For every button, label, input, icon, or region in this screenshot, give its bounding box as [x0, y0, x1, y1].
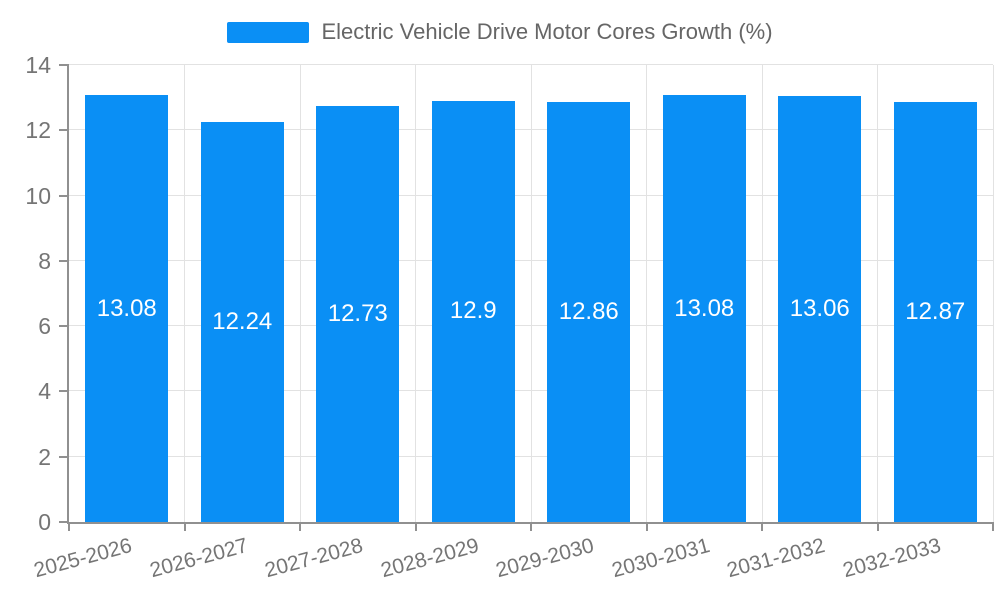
- y-axis-tick-label: 6: [38, 313, 51, 340]
- x-tick-mark: [183, 522, 186, 531]
- y-tick-mark: [59, 390, 69, 393]
- bar-value-label: 13.08: [674, 294, 735, 322]
- bar-2031-2032[interactable]: [778, 95, 862, 522]
- y-axis-tick-label: 0: [38, 509, 51, 535]
- gridline-x: [646, 65, 647, 522]
- y-axis-tick-label: 12: [25, 117, 51, 144]
- y-tick-mark: [59, 129, 69, 132]
- gridline-x: [184, 65, 185, 522]
- legend[interactable]: Electric Vehicle Drive Motor Cores Growt…: [0, 14, 1000, 50]
- x-tick-mark: [645, 522, 648, 531]
- y-axis-tick-label: 4: [38, 378, 51, 405]
- bar-value-label: 12.24: [212, 308, 273, 336]
- x-axis-tick-label: 2027-2028: [262, 534, 366, 583]
- y-axis-tick-label: 8: [38, 247, 51, 274]
- bar-value-label: 12.87: [905, 297, 966, 325]
- x-axis-tick-label: 2032-2033: [840, 534, 944, 583]
- bar-value-label: 12.73: [327, 300, 388, 328]
- x-axis-tick-label: 2031-2032: [724, 534, 828, 583]
- x-axis-tick-label: 2028-2029: [378, 534, 482, 583]
- y-tick-mark: [59, 64, 69, 66]
- y-tick-mark: [59, 325, 69, 328]
- bar-2026-2027[interactable]: [200, 122, 284, 522]
- bar-value-label: 13.08: [96, 294, 157, 322]
- bar-2029-2030[interactable]: [547, 102, 631, 522]
- x-tick-mark: [68, 522, 70, 531]
- y-tick-mark: [59, 455, 69, 458]
- x-tick-mark: [876, 522, 879, 531]
- x-tick-mark: [530, 522, 532, 531]
- gridline-y: [69, 64, 993, 65]
- bar-2032-2033[interactable]: [893, 101, 977, 522]
- y-axis-tick-label: 2: [38, 443, 51, 470]
- x-axis-tick-label: 2030-2031: [609, 534, 713, 583]
- x-tick-mark: [414, 522, 417, 531]
- x-tick-mark: [761, 522, 763, 531]
- x-axis-tick-label: 2025-2026: [31, 534, 135, 583]
- y-tick-mark: [59, 259, 69, 262]
- gridline-x: [992, 65, 994, 522]
- bar-value-label: 12.86: [558, 298, 619, 326]
- y-axis-tick-label: 10: [25, 182, 51, 209]
- bar-2025-2026[interactable]: [85, 95, 169, 522]
- legend-swatch-icon: [227, 21, 310, 43]
- bar-2030-2031[interactable]: [662, 95, 746, 522]
- x-tick-mark: [299, 522, 301, 531]
- bar-value-label: 13.06: [789, 294, 850, 322]
- x-axis-tick-label: 2026-2027: [147, 534, 251, 583]
- gridline-x: [761, 65, 763, 522]
- gridline-x: [299, 65, 301, 522]
- x-tick-mark: [992, 522, 994, 531]
- gridline-x: [415, 65, 416, 522]
- x-axis-line: [67, 522, 993, 524]
- legend-label: Electric Vehicle Drive Motor Cores Growt…: [321, 19, 773, 44]
- y-tick-mark: [59, 194, 69, 197]
- y-axis-tick-label: 14: [25, 52, 51, 78]
- gridline-x: [877, 65, 878, 522]
- bar-2028-2029[interactable]: [431, 100, 515, 522]
- y-axis-line: [67, 65, 69, 524]
- x-axis-tick-label: 2029-2030: [493, 534, 597, 583]
- bar-2027-2028[interactable]: [316, 106, 400, 522]
- bar-value-label: 12.9: [449, 297, 497, 325]
- y-tick-mark: [59, 521, 69, 523]
- gridline-x: [530, 65, 532, 522]
